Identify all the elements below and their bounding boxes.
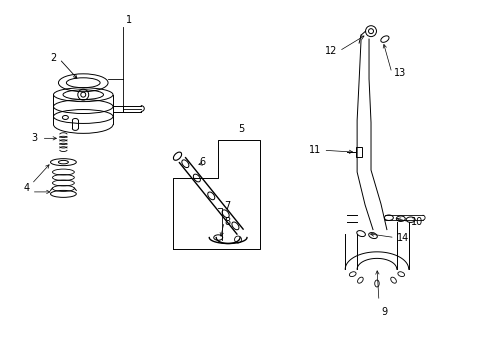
- Text: 12: 12: [324, 46, 337, 56]
- Text: 4: 4: [23, 183, 30, 193]
- Text: 1: 1: [126, 15, 132, 25]
- Bar: [355, 147, 361, 157]
- Text: 8: 8: [224, 217, 230, 227]
- Text: 5: 5: [238, 124, 244, 134]
- Text: 10: 10: [410, 217, 422, 227]
- Text: 9: 9: [380, 307, 386, 317]
- Text: 14: 14: [396, 233, 408, 243]
- Text: 3: 3: [31, 133, 38, 143]
- Text: 11: 11: [308, 145, 321, 155]
- Text: 2: 2: [50, 53, 56, 63]
- Text: 7: 7: [224, 201, 230, 211]
- Text: 13: 13: [393, 68, 405, 78]
- Text: 6: 6: [199, 157, 205, 167]
